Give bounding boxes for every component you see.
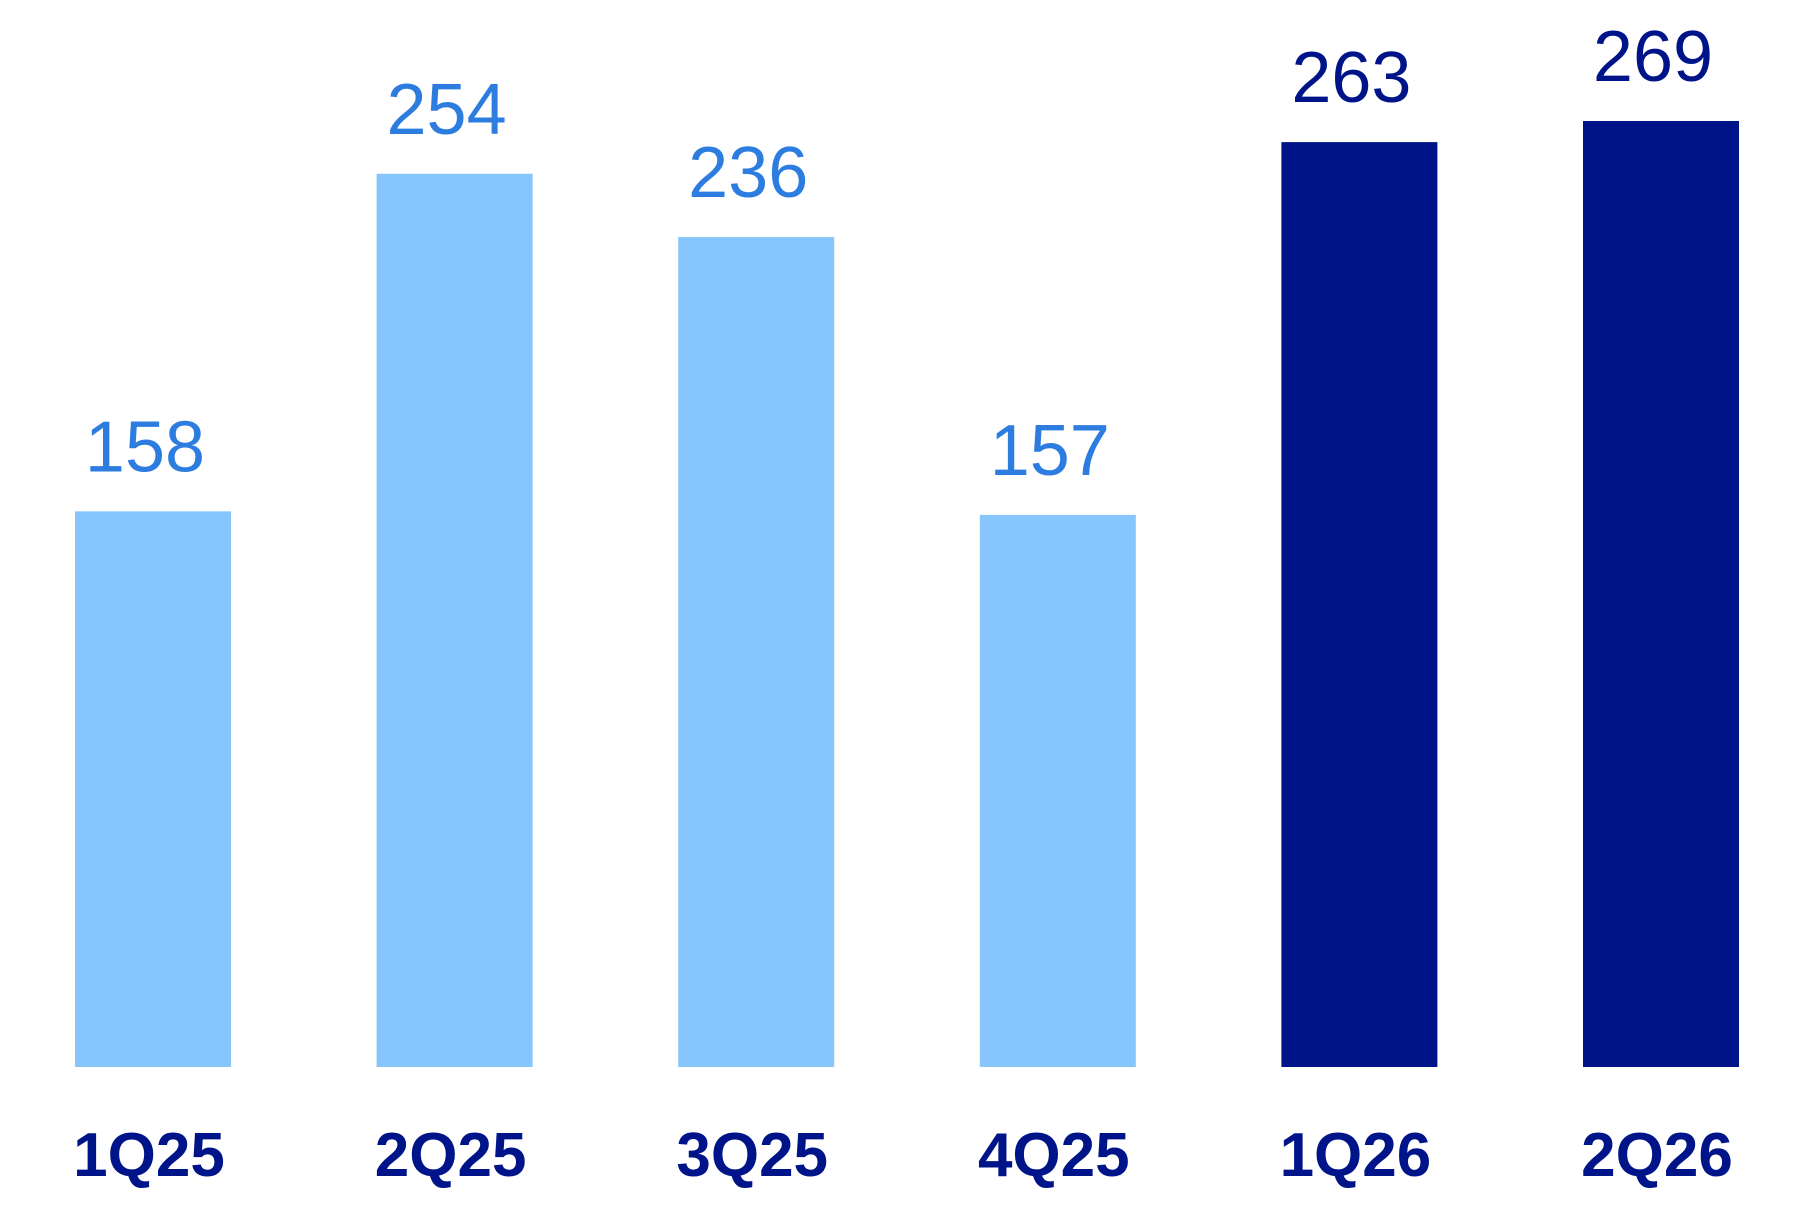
bar	[376, 173, 533, 1068]
value-label: 158	[85, 407, 205, 487]
bar	[979, 514, 1136, 1067]
x-tick-label: 1Q26	[1280, 1121, 1432, 1190]
bar	[678, 237, 835, 1067]
x-tick-label: 1Q25	[73, 1121, 225, 1190]
x-tick-label: 2Q26	[1581, 1121, 1733, 1190]
value-label: 236	[688, 133, 808, 213]
x-tick-label: 3Q25	[676, 1121, 828, 1190]
bar	[75, 511, 231, 1067]
x-tick-label: 4Q25	[978, 1121, 1130, 1190]
x-tick-label: 2Q25	[375, 1121, 527, 1190]
bar	[1281, 142, 1438, 1068]
value-label: 254	[387, 70, 507, 150]
value-label: 263	[1291, 38, 1411, 118]
value-label: 269	[1593, 17, 1713, 97]
bar	[1583, 121, 1739, 1067]
value-label: 157	[990, 411, 1110, 491]
